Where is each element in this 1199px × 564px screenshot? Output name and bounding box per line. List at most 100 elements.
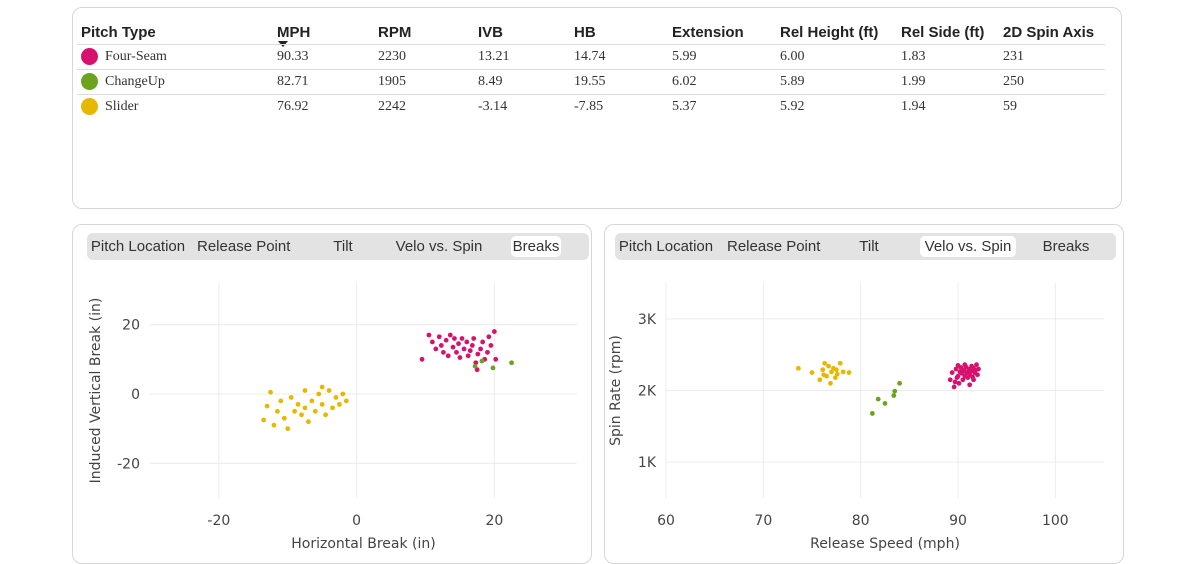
scatter-point (457, 355, 463, 360)
scatter-point (846, 370, 852, 375)
y-tick-label: 0 (131, 387, 140, 403)
cell-rel-side: 1.83 (901, 49, 926, 64)
cell-ivb: 13.21 (478, 49, 510, 64)
scatter-point (826, 363, 831, 369)
scatter-point (834, 371, 840, 377)
left-tab-bar: Pitch Location Release Point Tilt Velo v… (87, 233, 589, 260)
x-tick-label: 20 (485, 513, 503, 529)
x-tick-label: 70 (754, 513, 772, 529)
col-header-pitch-type[interactable]: Pitch Type (81, 24, 156, 41)
tab-breaks[interactable]: Breaks (1042, 238, 1090, 255)
scatter-point (343, 398, 349, 404)
scatter-point (882, 401, 888, 406)
scatter-point (480, 339, 486, 345)
scatter-point (454, 349, 459, 355)
tab-velo-vs-spin[interactable]: Velo vs. Spin (395, 238, 483, 255)
tab-release-point[interactable]: Release Point (727, 238, 821, 255)
scatter-point (268, 389, 273, 395)
scatter-point (947, 377, 953, 383)
scatter-point (820, 367, 826, 373)
cell-ivb: -3.14 (478, 99, 508, 114)
cell-hb: -7.85 (574, 99, 604, 114)
y-tick-label: 2K (638, 384, 657, 400)
x-axis-label: Horizontal Break (in) (291, 536, 435, 552)
scatter-point (828, 380, 833, 386)
y-tick-label: -20 (117, 456, 140, 472)
scatter-point (809, 370, 815, 375)
cell-ivb: 8.49 (478, 74, 503, 89)
scatter-point (467, 348, 473, 354)
cell-rel-height: 5.92 (780, 99, 805, 114)
scatter-point (475, 351, 481, 357)
x-tick-label: 60 (657, 513, 675, 529)
cell-mph: 76.92 (277, 99, 309, 114)
cell-spin-axis: 250 (1003, 74, 1024, 89)
scatter-point (822, 360, 828, 366)
scatter-point (956, 380, 962, 386)
pitch-name: Slider (105, 99, 139, 114)
scatter-point (316, 391, 322, 397)
scatter-point (975, 372, 980, 378)
cell-extension: 6.02 (672, 74, 697, 89)
scatter-point (486, 334, 492, 340)
scatter-point (869, 411, 875, 416)
scatter-point (493, 356, 499, 362)
y-tick-label: 20 (122, 318, 140, 334)
scatter-point (955, 373, 961, 379)
scatter-point (433, 346, 439, 352)
scatter-point (288, 395, 294, 400)
scatter-point (443, 337, 449, 343)
scatter-point (465, 353, 471, 359)
scatter-point (450, 344, 456, 350)
scatter-point (319, 401, 325, 407)
scatter-point (323, 412, 329, 418)
tab-tilt[interactable]: Tilt (333, 238, 353, 255)
col-header-hb[interactable]: HB (574, 24, 596, 41)
row-divider (77, 69, 1105, 70)
scatter-point (319, 384, 325, 390)
col-header-extension[interactable]: Extension (672, 24, 744, 41)
tab-tilt[interactable]: Tilt (859, 238, 879, 255)
scatter-point (960, 377, 966, 383)
scatter-point (974, 362, 979, 368)
cell-rel-height: 5.89 (780, 74, 805, 89)
tab-velo-vs-spin[interactable]: Velo vs. Spin (920, 236, 1016, 257)
cell-extension: 5.37 (672, 99, 697, 114)
y-tick-label: 1K (638, 455, 657, 471)
col-header-rel-height[interactable]: Rel Height (ft) (780, 24, 879, 41)
cell-rel-side: 1.99 (901, 74, 926, 89)
scatter-point (795, 365, 801, 371)
scatter-point (264, 403, 270, 409)
col-header-ivb[interactable]: IVB (478, 24, 504, 41)
scatter-point (478, 346, 483, 352)
scatter-point (261, 417, 267, 423)
scatter-point (832, 375, 838, 380)
tab-breaks[interactable]: Breaks (511, 236, 561, 257)
scatter-point (278, 398, 284, 404)
scatter-point (302, 388, 308, 393)
tab-pitch-location[interactable]: Pitch Location (618, 238, 714, 255)
scatter-point (840, 369, 846, 375)
y-axis-label: Spin Rate (rpm) (608, 335, 624, 446)
changeup-color-dot (81, 73, 98, 90)
tab-release-point[interactable]: Release Point (197, 238, 291, 255)
scatter-point (479, 358, 485, 364)
scatter-point (485, 349, 490, 355)
cell-rpm: 1905 (378, 74, 406, 89)
row-divider (77, 94, 1105, 95)
scatter-point (429, 339, 435, 345)
y-tick-label: 3K (638, 312, 657, 328)
scatter-point (949, 370, 955, 375)
col-header-rpm[interactable]: RPM (378, 24, 412, 41)
scatter-point (971, 377, 976, 383)
scatter-point (490, 365, 496, 371)
col-header-mph[interactable]: MPH (277, 24, 311, 41)
tab-pitch-location[interactable]: Pitch Location (90, 238, 186, 255)
scatter-point (281, 415, 287, 421)
scatter-point (440, 349, 446, 355)
col-header-spin-axis[interactable]: 2D Spin Axis (1003, 24, 1095, 41)
scatter-point (299, 412, 304, 418)
slider-color-dot (81, 98, 98, 115)
four-seam-color-dot (81, 48, 98, 65)
col-header-rel-side[interactable]: Rel Side (ft) (901, 24, 985, 41)
